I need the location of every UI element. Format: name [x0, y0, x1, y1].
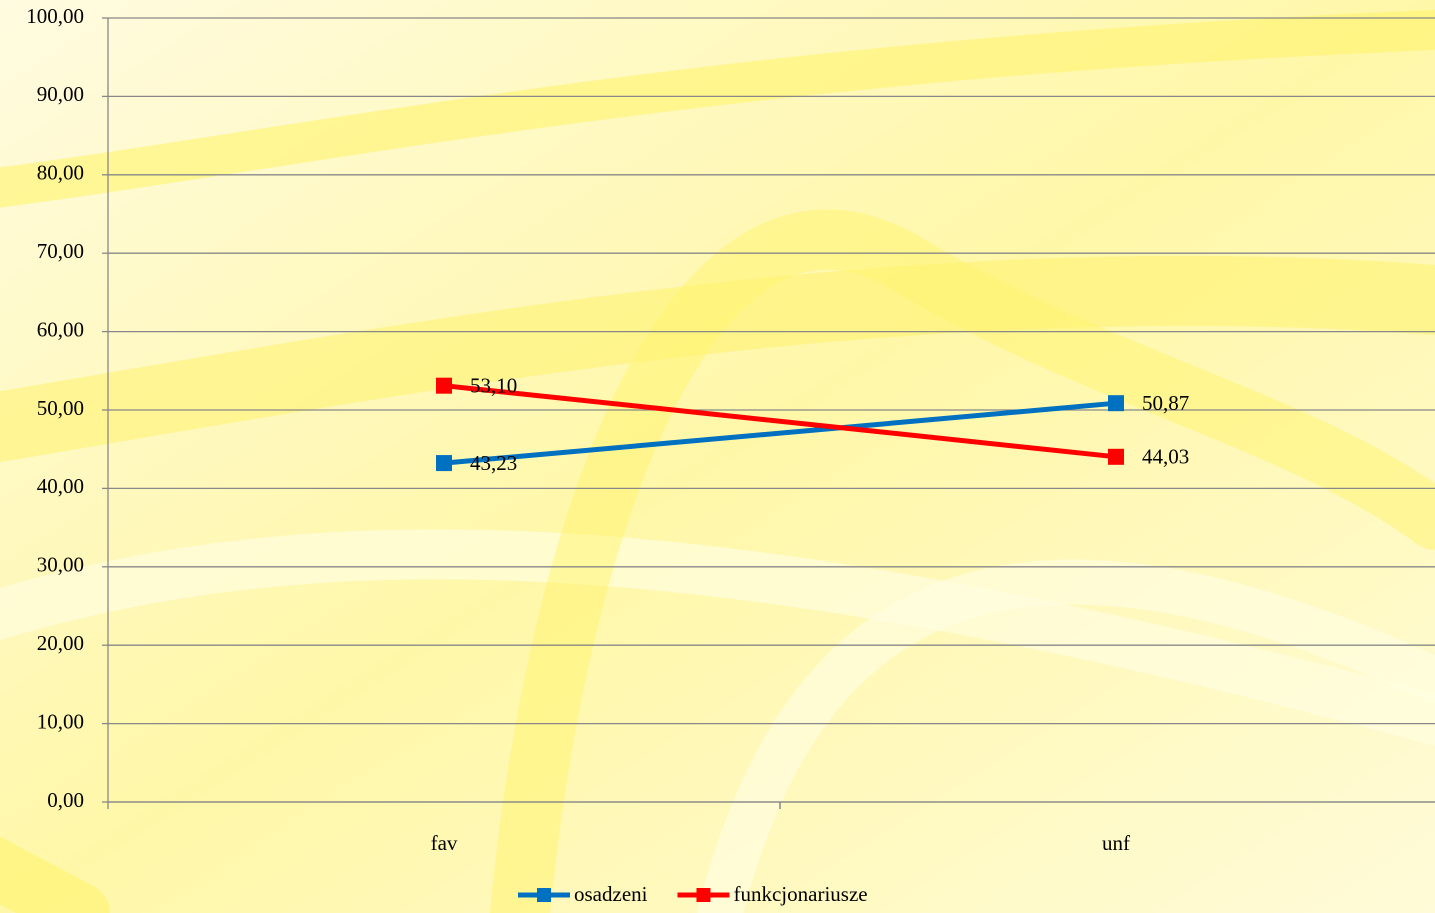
- legend-label: osadzeni: [574, 882, 648, 906]
- legend-marker: [696, 888, 711, 902]
- y-tick-label: 60,00: [37, 317, 84, 341]
- data-label: 50,87: [1142, 391, 1189, 415]
- series-line: [443, 400, 1117, 466]
- y-tick-label: 70,00: [37, 239, 84, 263]
- y-tick-label: 100,00: [26, 4, 84, 28]
- data-point: [1108, 395, 1124, 412]
- y-tick-label: 50,00: [37, 396, 84, 420]
- background-swirls: [0, 10, 1435, 913]
- legend-item: osadzeni: [518, 882, 648, 906]
- y-tick-label: 80,00: [37, 161, 84, 185]
- y-tick-label: 40,00: [37, 474, 84, 498]
- data-label: 53,10: [470, 374, 517, 398]
- data-label: 44,03: [1142, 445, 1189, 469]
- data-label: 43,23: [470, 451, 517, 475]
- x-tick-label: unf: [1102, 831, 1130, 855]
- series-line: [443, 383, 1117, 460]
- legend-item: funkcjonariusze: [677, 882, 868, 906]
- data-point: [436, 377, 452, 394]
- y-tick-label: 30,00: [37, 553, 84, 577]
- x-tick-label: fav: [431, 831, 458, 855]
- y-tick-label: 20,00: [37, 631, 84, 655]
- y-tick-label: 10,00: [37, 709, 84, 733]
- data-point: [1108, 448, 1124, 465]
- y-tick-label: 0,00: [47, 788, 84, 812]
- legend-marker: [537, 888, 551, 902]
- data-point: [436, 455, 452, 472]
- y-tick-label: 90,00: [37, 82, 84, 106]
- legend-label: funkcjonariusze: [733, 882, 867, 906]
